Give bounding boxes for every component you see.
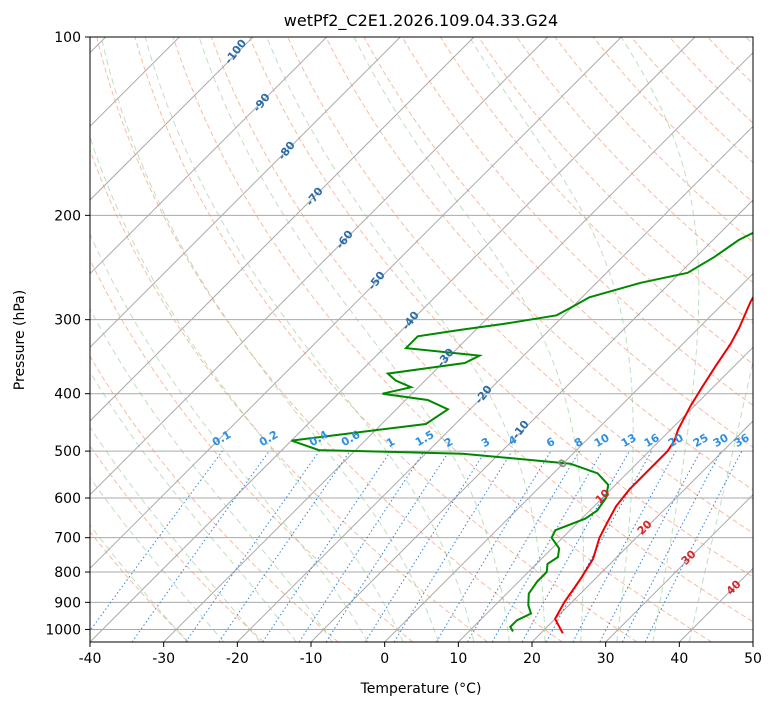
x-tick-label: -20 (226, 651, 249, 667)
x-tick-label: 50 (744, 651, 762, 667)
isotherm-line (90, 37, 622, 570)
moist-adiabat-line (90, 370, 297, 642)
moist-adiabat-line (90, 232, 369, 642)
isotherm-line (384, 272, 753, 642)
x-tick-label: -10 (300, 651, 323, 667)
dry-adiabat-line (90, 148, 488, 642)
y-tick-label: 500 (54, 444, 81, 460)
x-tick-label: 10 (449, 651, 467, 667)
dry-adiabat-line (516, 37, 753, 284)
dry-adiabat-line (96, 37, 563, 642)
moist-adiabat-line (90, 524, 188, 642)
y-tick-label: 1000 (45, 622, 81, 638)
mixing-ratio-line (325, 450, 450, 642)
isotherm-line (310, 199, 753, 642)
mixing-ratio-line (131, 450, 270, 642)
mixing-ratio-line (545, 450, 653, 642)
isotherm-line (163, 51, 753, 642)
mixing-ratio-line (298, 450, 425, 642)
temperature-profile-line (553, 295, 753, 634)
moist-adiabat-line (198, 37, 510, 642)
isotherm-line (605, 493, 753, 642)
isotherm-line (90, 37, 328, 275)
moist-adiabat-line (266, 37, 546, 642)
y-tick-label: 900 (54, 595, 81, 611)
isotherm-line (457, 346, 753, 642)
isotherm-line (90, 37, 254, 201)
dry-adiabat-line (249, 37, 753, 578)
x-tick-label: -40 (79, 651, 102, 667)
y-axis-label: Pressure (hPa) (12, 290, 28, 390)
x-tick-label: -30 (152, 651, 175, 667)
y-tick-label: 200 (54, 208, 81, 224)
mixing-ratio-line (90, 450, 223, 632)
dewpoint-profile-line (291, 231, 753, 633)
moist-adiabat-line (144, 37, 475, 642)
moist-adiabat-line (688, 358, 753, 642)
mixing-ratio-line (644, 450, 743, 642)
isotherm-line (236, 125, 753, 642)
x-tick-label: 20 (523, 651, 541, 667)
y-tick-label: 700 (54, 531, 81, 547)
x-tick-label: 30 (597, 651, 615, 667)
grid-layer (90, 37, 753, 642)
dry-adiabat-line (90, 531, 190, 642)
mixing-ratio-line (218, 450, 351, 642)
y-tick-label: 100 (54, 30, 81, 46)
mixing-ratio-line (393, 450, 513, 642)
moist-adiabat-line (100, 37, 439, 642)
axis-ticks-layer: -40 -30 -20 -10 0 10 20 30 40 50 100 200 300 400 500 60… (45, 30, 762, 667)
plot-frame (89, 36, 754, 643)
y-tick-label: 300 (54, 313, 81, 329)
moist-adiabat-line (353, 37, 584, 642)
x-tick-label: 40 (670, 651, 688, 667)
y-tick-label: 800 (54, 565, 81, 581)
dry-adiabat-line (134, 37, 638, 642)
mixing-ratio-line (521, 450, 630, 642)
moist-adiabat-line (90, 308, 333, 642)
moist-adiabat-line (90, 476, 225, 642)
moist-adiabat-line (620, 37, 700, 642)
isotherm-line (531, 420, 753, 642)
data-lines-layer (291, 231, 753, 634)
dry-adiabat-line (172, 37, 712, 642)
isotherm-line (90, 37, 475, 422)
dry-adiabat-line (90, 355, 339, 642)
y-tick-label: 400 (54, 387, 81, 403)
mixing-ratio-line (262, 450, 392, 642)
moist-adiabat-line (90, 426, 261, 642)
chart-title: wetPf2_C2E1.2026.109.04.33.G24 (284, 11, 558, 31)
x-axis-label: Temperature (°C) (360, 681, 482, 697)
isotherm-line (90, 37, 549, 496)
y-tick-label: 600 (54, 491, 81, 507)
x-tick-label: 0 (380, 651, 389, 667)
mixing-ratio-line (185, 450, 320, 642)
isotherm-line (90, 37, 696, 642)
dry-adiabat-line (325, 37, 753, 491)
dry-adiabat-line (90, 445, 264, 642)
dry-adiabat-line (210, 37, 753, 623)
isotherm-line (90, 37, 401, 349)
moist-adiabat-line (90, 135, 404, 642)
mixing-ratio-line (572, 450, 677, 642)
dry-adiabat-line (401, 37, 753, 406)
